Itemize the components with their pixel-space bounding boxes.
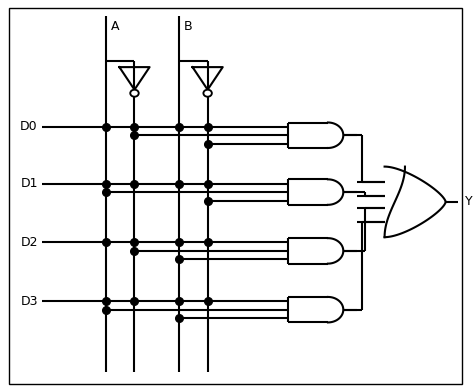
Text: D0: D0 [20, 120, 38, 133]
Text: Y: Y [465, 195, 473, 209]
Circle shape [203, 90, 212, 97]
Text: D1: D1 [20, 177, 38, 190]
Text: B: B [184, 20, 192, 33]
Text: D3: D3 [20, 295, 38, 308]
FancyBboxPatch shape [9, 8, 463, 384]
Text: A: A [111, 20, 119, 33]
Circle shape [130, 90, 139, 97]
Text: D2: D2 [20, 236, 38, 249]
